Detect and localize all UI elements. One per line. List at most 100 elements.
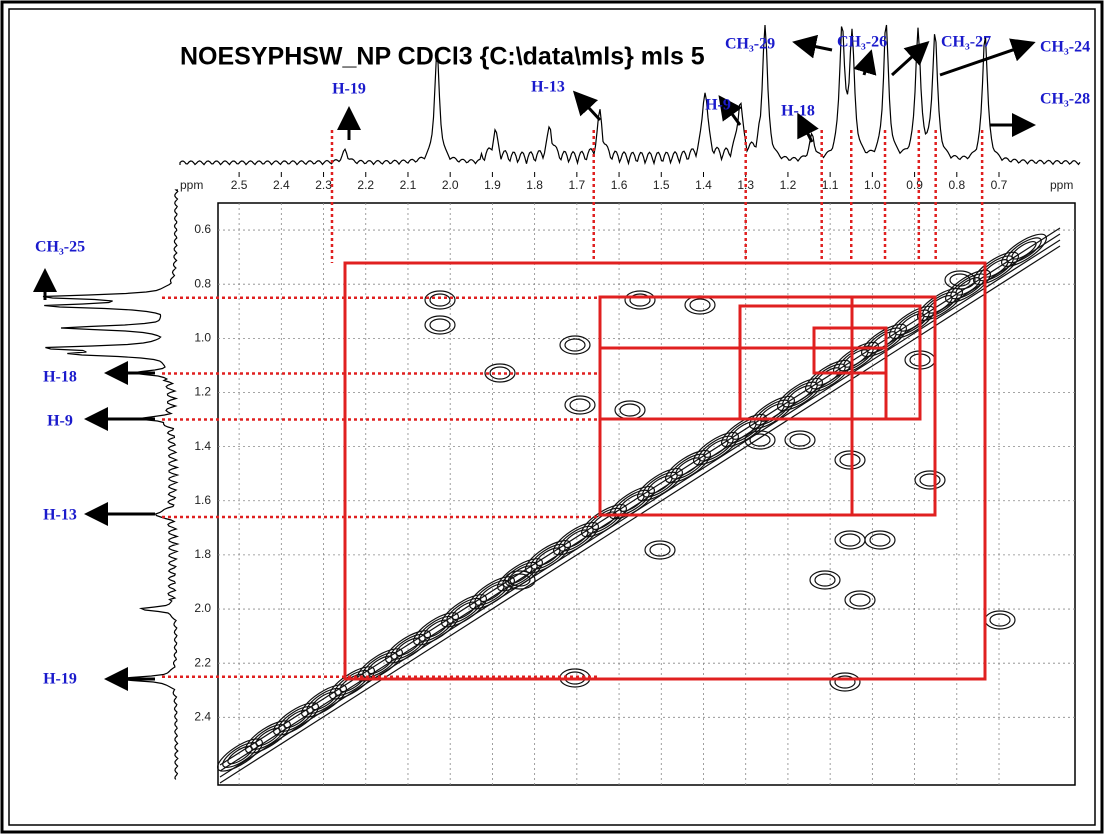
correlation-box <box>343 261 987 681</box>
x-tick-label: 1.9 <box>484 178 501 192</box>
diagonal-contour <box>563 529 589 548</box>
diagonal-contour <box>255 727 281 747</box>
x-tick-label: 2.1 <box>400 178 417 192</box>
cross-peak-contour <box>834 675 856 689</box>
diagonal-contour <box>535 547 561 567</box>
peak-label: CH₃-28 <box>1040 91 1090 108</box>
peak-label: CH₃-26 <box>837 34 887 51</box>
cross-peak-contour <box>649 543 671 557</box>
cross-peak-contour <box>749 433 771 447</box>
diagonal-contour <box>665 449 711 484</box>
x-tick-label: 1.7 <box>568 178 585 192</box>
correlation-box <box>850 295 937 517</box>
y-tick-label: 2.4 <box>194 709 211 723</box>
diagonal-contour <box>329 666 375 700</box>
diagonal-contour <box>670 453 706 480</box>
cross-peak-contour <box>989 613 1011 627</box>
diagonal-contour <box>1006 237 1042 264</box>
diagonal-contour <box>362 651 398 678</box>
peak-label: CH₃-27 <box>941 34 991 51</box>
diagonal-contour <box>927 295 953 314</box>
cross-peak-contour <box>569 398 591 412</box>
diagonal-contour <box>217 738 263 772</box>
peak-label: H-19 <box>332 81 366 98</box>
arrow <box>890 40 930 77</box>
arrow <box>939 38 1036 77</box>
cross-peak-contour <box>644 540 676 560</box>
diagonal-contour <box>698 435 734 462</box>
x-tick-label: 0.7 <box>991 178 1008 192</box>
peak-label: CH₃-24 <box>1040 39 1090 56</box>
y-tick-label: 2.2 <box>194 655 211 669</box>
cross-peak-contour <box>834 450 866 470</box>
x-tick-label: 1.8 <box>526 178 543 192</box>
diagonal-contour <box>637 467 683 502</box>
diagonal-contour <box>250 724 286 750</box>
diagonal-contour <box>474 579 510 606</box>
diagonal-contour <box>395 637 421 657</box>
y-tick-label: 2.0 <box>194 601 211 615</box>
cross-peak-contour <box>919 473 941 487</box>
arrow <box>853 49 877 76</box>
x-tick-label: 0.9 <box>906 178 923 192</box>
diagonal-contour <box>861 323 907 358</box>
x-axis-unit: ppm <box>1050 178 1073 192</box>
diagonal-contour <box>782 381 818 408</box>
correlation-box <box>738 304 922 421</box>
diagonal-contour <box>367 655 393 675</box>
peak-label: H-19 <box>43 671 77 688</box>
cross-peak-contour <box>624 290 656 310</box>
arrow <box>797 112 819 143</box>
cross-peak-contour <box>944 270 976 290</box>
cross-peak-contour <box>839 533 861 547</box>
diagonal-contour <box>245 720 291 754</box>
cross-peak-contour <box>429 318 451 332</box>
diagonal-contour <box>721 413 767 448</box>
correlation-box <box>598 346 888 421</box>
peak-label: CH₃-29 <box>725 36 775 53</box>
chart-title: NOESYPHSW_NP CDCl3 {C:\data\mls} mls 5 <box>180 43 705 71</box>
cross-peak-contour <box>424 315 456 335</box>
peak-label: H-13 <box>43 507 77 524</box>
y-tick-label: 0.8 <box>194 276 211 290</box>
cross-peak-contour <box>564 338 586 352</box>
diagonal-contour <box>777 377 823 412</box>
diagonal-contour <box>945 269 991 303</box>
x-tick-label: 1.0 <box>864 178 881 192</box>
diagonal-contour <box>418 615 454 642</box>
cross-peak-contour <box>504 570 536 590</box>
diagonal-contour <box>502 561 538 588</box>
cross-peak-contour <box>949 273 971 287</box>
cross-peak-contour <box>844 590 876 610</box>
diagonal-contour <box>894 309 930 336</box>
diagonal-contour <box>446 597 482 624</box>
top-projection <box>179 24 1081 166</box>
arrow <box>792 34 833 59</box>
diagonal-contour <box>301 684 347 718</box>
diagonal-contour <box>558 525 594 552</box>
cross-peak-contour <box>484 363 516 383</box>
cross-peak-contour <box>689 298 711 312</box>
cross-peak-contour <box>809 570 841 590</box>
diagonal-contour <box>451 601 477 621</box>
cross-peak-contour <box>829 672 861 692</box>
diagonal-contour <box>273 702 319 736</box>
diagonal-contour <box>703 439 729 458</box>
y-tick-label: 1.2 <box>194 385 211 399</box>
diagonal-contour <box>647 475 673 494</box>
diagonal-contour <box>810 363 846 390</box>
diagonal-contour <box>642 471 678 498</box>
plot-frame <box>217 202 1076 786</box>
diagonal-contour <box>731 421 757 440</box>
diagonal-contour <box>390 633 426 660</box>
diagonal-contour <box>619 493 645 512</box>
cross-peak-contour <box>784 430 816 450</box>
cross-peak-contour <box>629 293 651 307</box>
diagonal-contour <box>581 504 627 538</box>
diagonal-contour <box>441 594 487 628</box>
diagonal-contour <box>693 431 739 466</box>
peak-label: H-13 <box>531 79 565 96</box>
diagonal-contour <box>955 277 981 296</box>
diagonal-contour <box>675 457 701 476</box>
